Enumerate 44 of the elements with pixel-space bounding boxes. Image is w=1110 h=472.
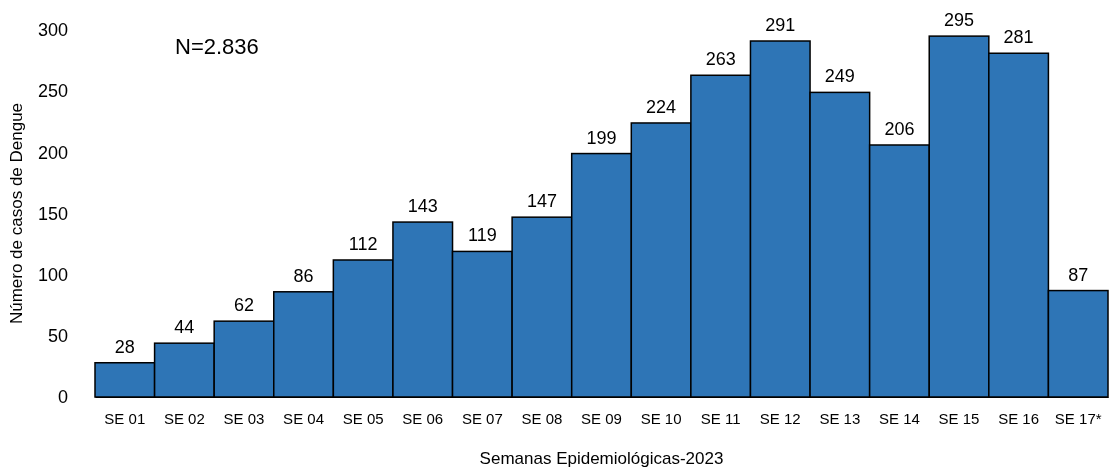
x-tick-label: SE 09	[581, 410, 622, 427]
data-label: 291	[765, 15, 796, 36]
x-tick-label: SE 15	[938, 410, 980, 427]
data-label: 112	[348, 233, 378, 254]
annotation: N=2.836	[175, 34, 259, 59]
data-label: 44	[174, 317, 195, 338]
data-label: 62	[233, 295, 254, 316]
x-tick-label: SE 16	[998, 410, 1040, 427]
x-tick-label: SE 01	[104, 410, 146, 427]
data-label: 119	[467, 225, 497, 246]
x-tick-label: SE 14	[879, 410, 920, 427]
y-tick-label: 50	[47, 326, 68, 347]
data-label: 263	[705, 49, 736, 70]
data-label: 147	[526, 191, 557, 212]
y-tick-label: 0	[57, 387, 68, 408]
data-label: 86	[293, 265, 314, 286]
x-tick-label: SE 08	[521, 410, 563, 427]
y-tick-label: 100	[37, 264, 68, 285]
x-tick-label: SE 12	[759, 410, 801, 427]
data-label: 281	[1003, 27, 1034, 48]
data-label: 224	[646, 96, 677, 117]
x-tick-label: SE 13	[819, 410, 861, 427]
data-label: 87	[1068, 264, 1089, 285]
x-tick-label: SE 03	[223, 410, 265, 427]
x-tick-label: SE 07	[461, 410, 503, 427]
y-tick-label: 300	[37, 20, 68, 41]
x-tick-label: SE 04	[283, 410, 324, 427]
y-tick-label: 150	[37, 203, 68, 224]
x-tick-label: SE 02	[163, 410, 205, 427]
x-axis-title: Semanas Epidemiológicas-2023	[479, 449, 724, 468]
data-label: 206	[884, 118, 915, 139]
y-axis-title: Número de casos de Dengue	[7, 102, 26, 325]
y-tick-label: 250	[37, 81, 68, 102]
data-label: 143	[407, 196, 438, 217]
data-label: 199	[586, 127, 617, 148]
x-tick-label: SE 05	[342, 410, 384, 427]
data-label: 249	[824, 66, 855, 87]
x-tick-label: SE 10	[640, 410, 682, 427]
x-tick-label: SE 17*	[1054, 410, 1102, 427]
y-tick-label: 200	[37, 142, 68, 163]
x-tick-label: SE 11	[700, 410, 741, 427]
data-label: 295	[944, 10, 975, 31]
data-label: 28	[114, 336, 135, 357]
x-tick-label: SE 06	[402, 410, 444, 427]
